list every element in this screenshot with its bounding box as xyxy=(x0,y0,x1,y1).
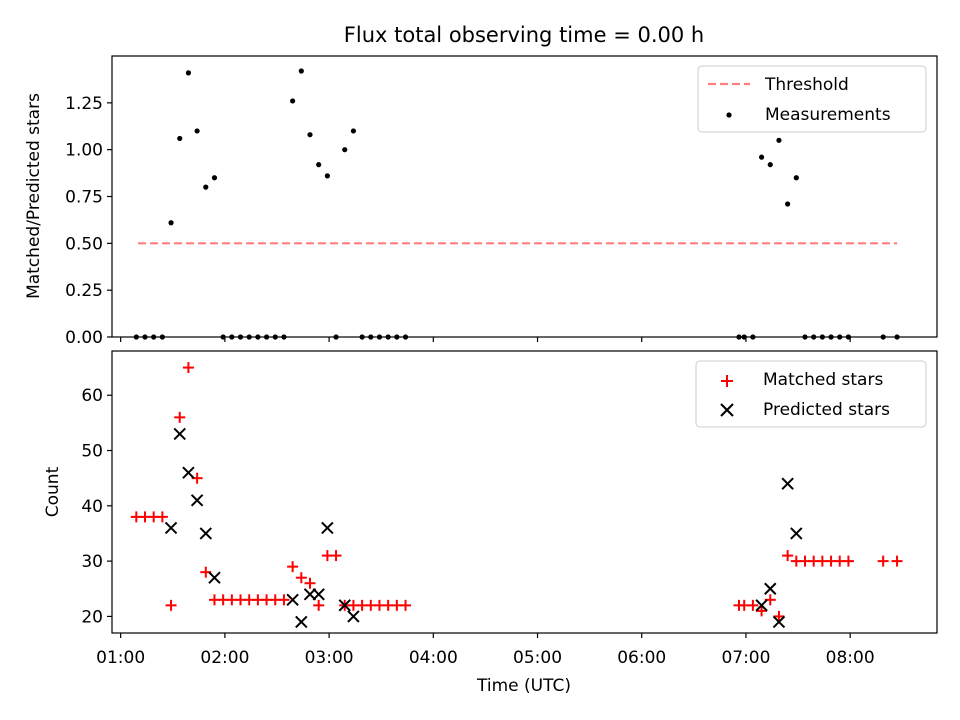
measurement-point xyxy=(290,98,296,104)
x-axis-label: Time (UTC) xyxy=(476,676,571,696)
matched-star-point xyxy=(287,561,299,573)
bottom-y-tick-label: 30 xyxy=(81,552,103,572)
x-tick-label: 05:00 xyxy=(513,648,562,668)
matched-star-point xyxy=(891,555,903,567)
matched-star-point xyxy=(400,599,412,611)
matched-star-point xyxy=(747,599,759,611)
matched-star-point xyxy=(756,605,768,617)
top-legend: Threshold Measurements xyxy=(697,65,927,133)
measurement-point xyxy=(168,220,174,226)
predicted-star-point xyxy=(755,599,768,612)
matched-legend-swatch xyxy=(721,375,733,387)
matched-star-point xyxy=(165,599,177,611)
measurement-point xyxy=(203,184,209,190)
predicted-star-point xyxy=(295,615,308,629)
measurement-point xyxy=(211,175,218,181)
x-tick-label: 02:00 xyxy=(200,648,249,668)
bottom-panel: 20 30 40 50 60 01:00 02:00 03:00 04:00 05:00 06:0… xyxy=(43,350,938,696)
matched-star-point xyxy=(295,572,307,584)
predicted-legend-swatch xyxy=(720,403,734,417)
matched-star-point xyxy=(330,550,342,562)
matched-star-point xyxy=(842,555,854,567)
predicted-star-point xyxy=(790,527,803,540)
measurement-point xyxy=(350,128,357,134)
matched-star-point xyxy=(313,599,325,611)
top-x-ticks xyxy=(120,337,851,342)
predicted-star-point xyxy=(173,427,186,441)
x-tick-label: 08:00 xyxy=(826,648,875,668)
measurement-point xyxy=(785,201,791,207)
top-y-tick-label: 0.75 xyxy=(65,188,103,208)
matched-star-point xyxy=(182,362,194,374)
bottom-y-tick-label: 50 xyxy=(81,442,103,462)
x-tick-label: 01:00 xyxy=(96,648,145,668)
predicted-star-point xyxy=(199,527,212,540)
top-y-tick-label: 1.25 xyxy=(65,94,103,114)
predicted-star-point xyxy=(208,571,221,584)
measurement-point xyxy=(767,162,773,168)
predicted-legend-label: Predicted stars xyxy=(763,400,890,420)
matched-legend-label: Matched stars xyxy=(763,370,883,390)
measurement-point xyxy=(342,147,348,153)
top-panel: 0.00 0.25 0.50 0.75 1.00 1.25 Matched/Predict… xyxy=(24,55,938,348)
bottom-y-tick-label: 20 xyxy=(81,607,103,627)
matched-star-point xyxy=(278,594,290,606)
bottom-legend-box xyxy=(695,360,927,428)
bottom-y-tick-label: 60 xyxy=(81,386,103,406)
bottom-legend: Matched stars Predicted stars xyxy=(695,360,927,428)
measurement-point xyxy=(793,175,799,181)
predicted-star-point xyxy=(182,466,195,479)
measurement-point xyxy=(776,137,782,143)
top-y-tick-label: 1.00 xyxy=(65,141,103,161)
top-legend-box xyxy=(697,65,927,133)
bottom-y-ticks: 20 30 40 50 60 xyxy=(81,386,112,627)
predicted-star-point xyxy=(321,521,334,535)
measurement-point xyxy=(324,173,330,179)
matched-star-point xyxy=(304,577,316,589)
measurement-point xyxy=(185,70,192,76)
top-y-axis-label: Matched/Predicted stars xyxy=(24,93,44,299)
matched-star-point xyxy=(773,610,785,622)
x-tick-label: 04:00 xyxy=(409,648,458,668)
measurement-point xyxy=(307,132,313,138)
matched-star-point xyxy=(156,511,168,523)
predicted-star-point xyxy=(338,599,351,612)
bottom-x-ticks: 01:00 02:00 03:00 04:00 05:00 06:00 07:00 08:00 xyxy=(96,633,875,668)
top-y-tick-label: 0.25 xyxy=(65,281,103,301)
measurement-point xyxy=(758,154,765,160)
top-y-tick-label: 0.50 xyxy=(65,234,103,254)
predicted-star-point xyxy=(190,494,204,507)
bottom-y-axis-label: Count xyxy=(43,466,63,517)
predicted-star-point xyxy=(286,593,299,607)
x-tick-label: 07:00 xyxy=(721,648,770,668)
predicted-star-point xyxy=(312,588,325,601)
top-y-tick-label: 0.00 xyxy=(65,328,103,348)
predicted-star-point xyxy=(347,610,360,623)
predicted-star-point xyxy=(781,477,794,490)
predicted-star-point xyxy=(164,521,178,535)
measurements-legend-swatch xyxy=(726,112,732,118)
matched-star-point xyxy=(877,555,889,567)
x-tick-label: 06:00 xyxy=(617,648,666,668)
threshold-legend-label: Threshold xyxy=(764,75,849,95)
predicted-star-point xyxy=(764,582,777,595)
predicted-star-point xyxy=(772,615,786,629)
measurements-legend-label: Measurements xyxy=(765,105,891,125)
x-tick-label: 03:00 xyxy=(305,648,354,668)
top-y-ticks: 0.00 0.25 0.50 0.75 1.00 1.25 xyxy=(65,94,112,348)
matched-star-point xyxy=(174,411,186,423)
matched-star-point xyxy=(782,550,794,562)
measurement-point xyxy=(177,135,183,142)
bottom-y-tick-label: 40 xyxy=(81,497,103,517)
chart-title: Flux total observing time = 0.00 h xyxy=(344,23,704,47)
star-count-points xyxy=(130,362,903,629)
measurement-point xyxy=(194,128,200,134)
bottom-plot-frame xyxy=(111,350,938,634)
measurement-point xyxy=(298,68,304,74)
measurement-point xyxy=(316,162,322,168)
